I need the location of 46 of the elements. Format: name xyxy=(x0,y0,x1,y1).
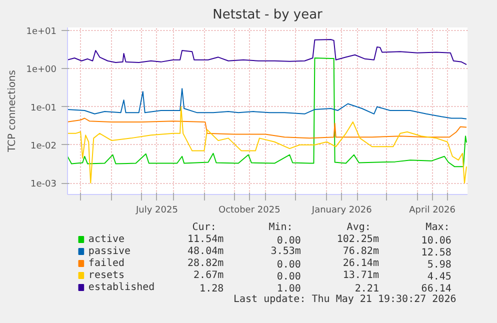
y-tick-label: 1e-03 xyxy=(30,180,57,190)
y-tick-label: 1e-02 xyxy=(30,141,57,152)
text: 5.98 xyxy=(427,260,452,270)
text: 4.45 xyxy=(427,272,452,282)
legend-label: failed xyxy=(88,258,125,269)
text: Min: xyxy=(268,222,293,233)
text: 66.14 xyxy=(421,284,452,294)
text: 0.00 xyxy=(276,272,301,282)
line-series xyxy=(68,118,467,139)
text: Avg: xyxy=(346,222,371,233)
y-tick-label: 1e-01 xyxy=(30,103,57,114)
chart-title: Netstat - by year xyxy=(212,8,324,22)
line-series xyxy=(68,88,467,120)
x-tick-label: October 2025 xyxy=(218,206,280,216)
y-axis-title: TCP connections xyxy=(7,70,18,154)
text: 102.25m xyxy=(336,234,379,245)
text: Cur: xyxy=(192,222,216,233)
line-series xyxy=(68,39,467,66)
line-series xyxy=(68,106,467,184)
legend-label: established xyxy=(88,282,155,293)
text: 2.67m xyxy=(194,270,224,281)
text: 1.28 xyxy=(200,284,224,294)
text: 10.06 xyxy=(421,236,452,246)
text: 2.21 xyxy=(354,284,379,294)
text: 11.54m xyxy=(188,234,224,245)
text: 13.71m xyxy=(342,270,379,281)
text: 12.58 xyxy=(421,248,452,258)
x-tick-label: January 2026 xyxy=(310,206,372,216)
x-tick-label: April 2026 xyxy=(409,206,456,216)
legend-label: resets xyxy=(88,270,125,281)
text: 76.82m xyxy=(342,246,379,257)
line-series xyxy=(68,58,467,168)
text: Max: xyxy=(426,222,450,233)
text: 0.00 xyxy=(276,260,301,270)
text: 48.04m xyxy=(188,246,224,257)
text: 1.00 xyxy=(276,284,301,294)
legend-label: active xyxy=(88,234,125,245)
text: 3.53m xyxy=(270,246,301,257)
y-tick-label: 1e+01 xyxy=(26,27,57,38)
text: 0.00 xyxy=(276,236,301,246)
legend-label: passive xyxy=(88,246,131,257)
y-tick-label: 1e+00 xyxy=(26,65,57,76)
text: 26.14m xyxy=(342,258,379,269)
text: 28.82m xyxy=(188,258,224,269)
text: Last update: Thu May 21 19:30:27 2026 xyxy=(233,294,456,305)
x-tick-label: July 2025 xyxy=(134,206,178,216)
